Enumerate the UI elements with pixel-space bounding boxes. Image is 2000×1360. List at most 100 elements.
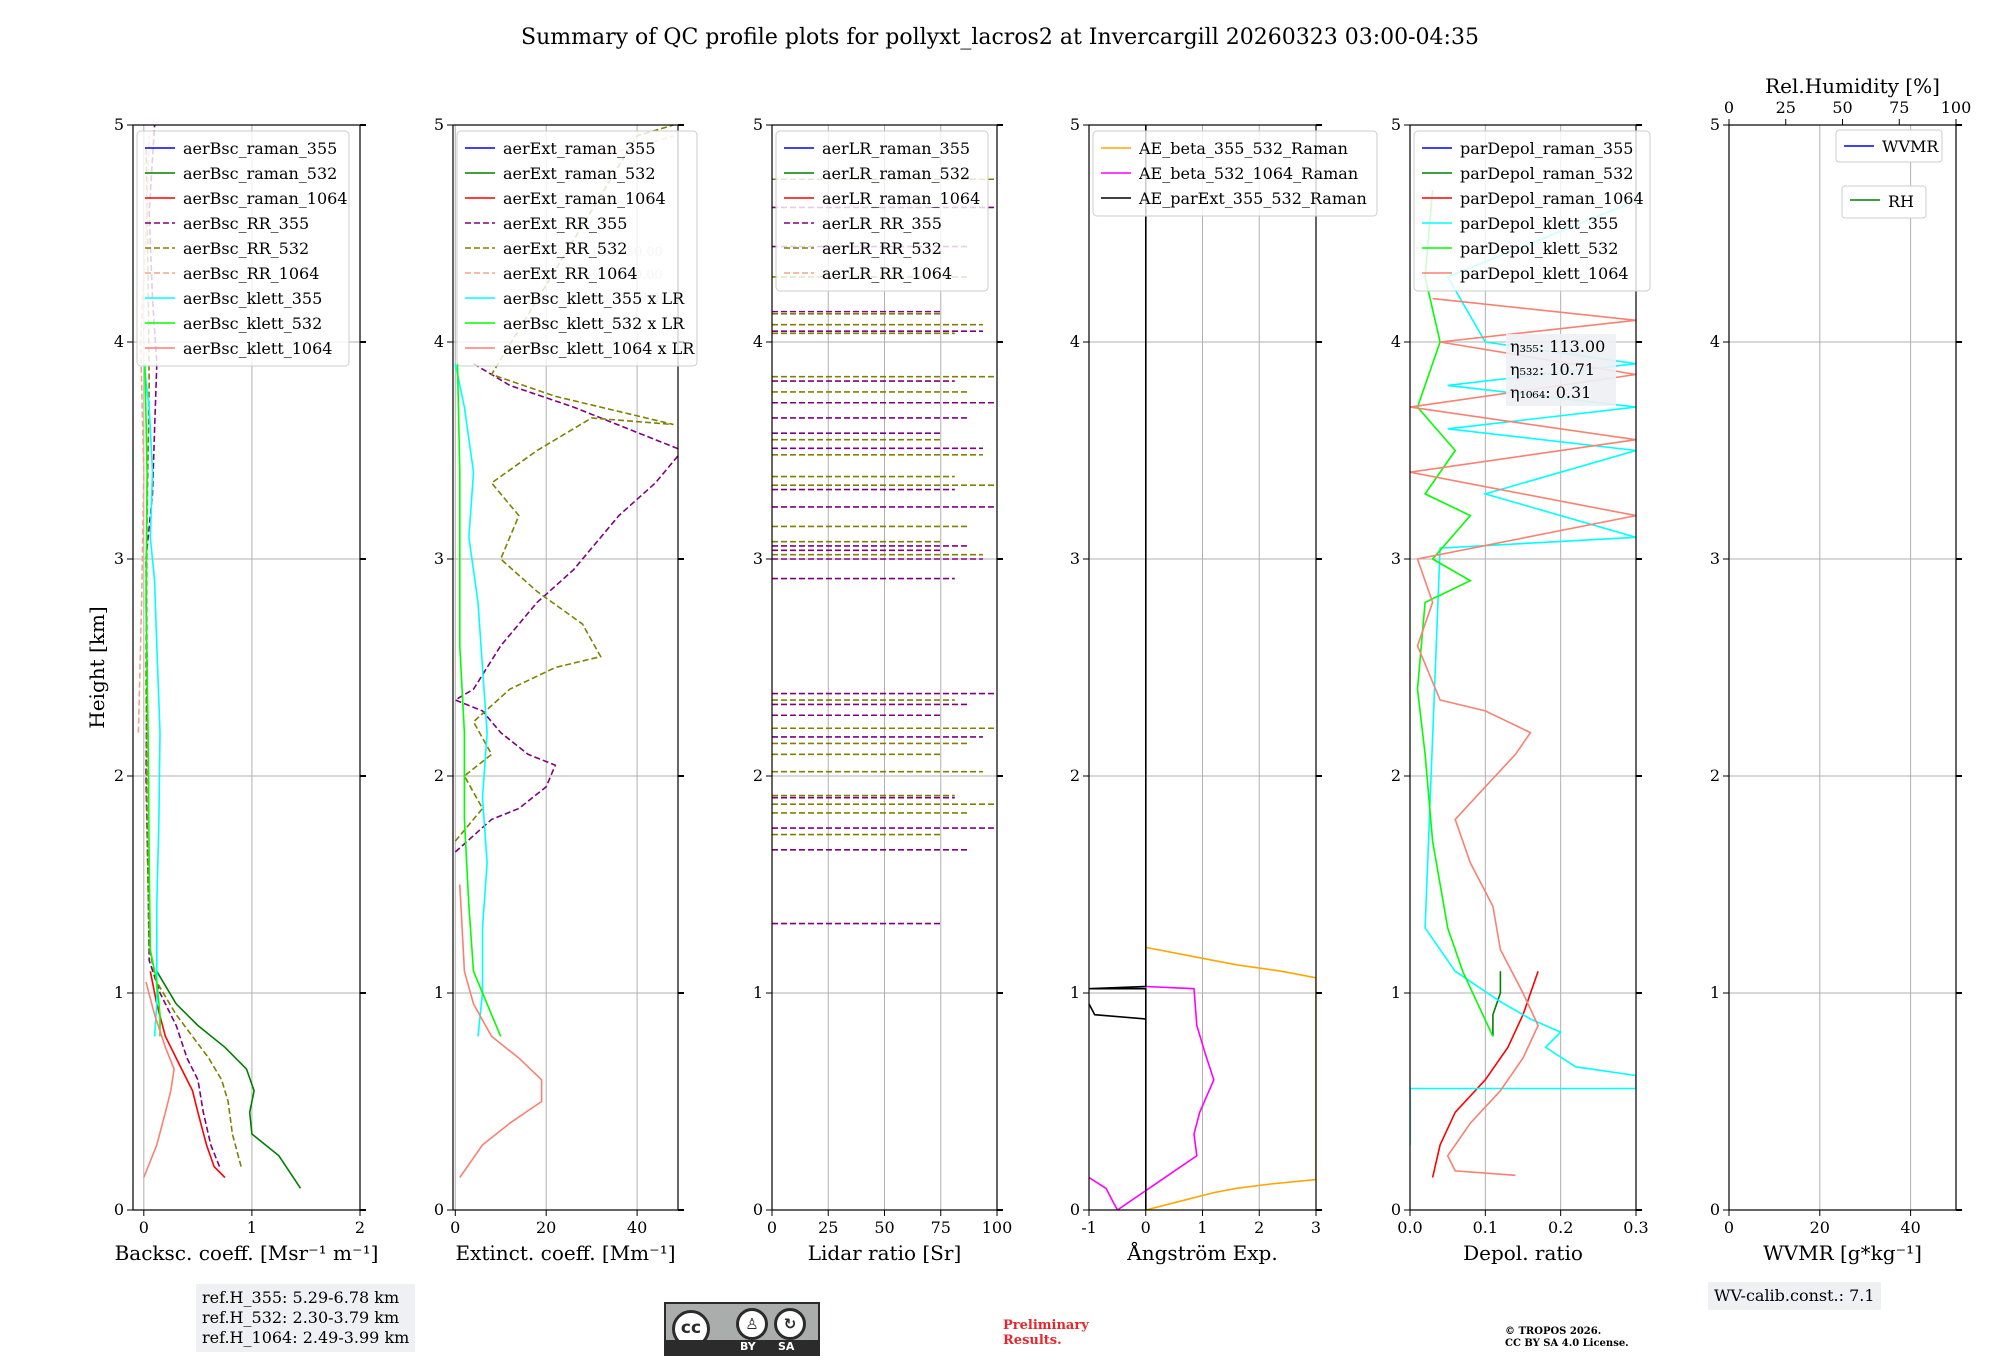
y-tick-label: 4 (114, 332, 124, 351)
legend-label: aerBsc_klett_355 (183, 289, 322, 308)
series-aerBsc_klett_1064 (143, 981, 175, 1178)
legend-label: aerBsc_RR_532 (183, 239, 309, 258)
y-tick-label: 5 (1710, 115, 1720, 134)
x-tick-label: 20 (536, 1218, 556, 1237)
legend: aerLR_raman_355 aerLR_raman_532 aerLR_rama… (775, 130, 989, 292)
legend-label: aerLR_raman_532 (822, 164, 970, 183)
annotation-text: η₁₀₆₄: 0.31 (1510, 383, 1591, 402)
copyright-note: © TROPOS 2026. CC BY SA 4.0 License. (1505, 1326, 1629, 1349)
legend-label: aerExt_RR_1064 (503, 264, 638, 283)
top-x-axis-label: Rel.Humidity [%] (1765, 74, 1940, 98)
x-axis-label: Depol. ratio (1463, 1241, 1583, 1265)
cc-license-badge: cc ♙ ↻ BY SA (664, 1302, 820, 1356)
license-bar: BY SA (666, 1340, 818, 1354)
legend: parDepol_raman_355 parDepol_raman_532 parD… (1413, 130, 1651, 292)
legend-label: parDepol_klett_1064 (1460, 264, 1629, 283)
x-tick-label: 3 (1311, 1218, 1321, 1237)
legend-label: aerBsc_klett_532 x LR (503, 314, 685, 333)
x-tick-label: 0 (1141, 1218, 1151, 1237)
top-x-tick-label: 100 (1941, 98, 1972, 117)
legend-label: aerBsc_raman_355 (183, 139, 337, 158)
x-tick-label: 0.1 (1473, 1218, 1498, 1237)
y-tick-label: 4 (1710, 332, 1720, 351)
legend-label: aerLR_raman_355 (822, 139, 970, 158)
y-tick-label: 3 (753, 549, 763, 568)
ref-height-1064: ref.H_1064: 2.49-3.99 km (202, 1328, 410, 1347)
series-AE_beta_355_532_Raman (1145, 946, 1316, 1210)
y-tick-label: 3 (1710, 549, 1720, 568)
legend-label: aerLR_RR_1064 (822, 264, 952, 283)
annotation-text: η₃₅₅: 113.00 (1510, 337, 1605, 356)
panel-wvmr: 0 20 40 0 1 2 3 4 5 WVMR [g*kg⁻¹] 0 25 50 75 100Rel.Hu… (1710, 74, 1971, 1265)
y-tick-label: 2 (753, 766, 763, 785)
y-tick-label: 4 (434, 332, 444, 351)
x-tick-label: 0 (139, 1218, 149, 1237)
x-axis-label: Extinct. coeff. [Mm⁻¹] (455, 1241, 675, 1265)
y-tick-label: 3 (1391, 549, 1401, 568)
y-tick-label: 0 (114, 1200, 124, 1219)
y-tick-label: 0 (753, 1200, 763, 1219)
x-tick-label: 1 (247, 1218, 257, 1237)
y-tick-label: 4 (1391, 332, 1401, 351)
y-tick-label: 1 (1391, 983, 1401, 1002)
series-aerBsc_klett_355 x LR (454, 363, 488, 1037)
y-tick-label: 0 (1391, 1200, 1401, 1219)
top-x-tick-label: 25 (1776, 98, 1796, 117)
x-tick-label: -1 (1081, 1218, 1097, 1237)
series-aerBsc_klett_532 x LR (456, 363, 502, 1037)
y-tick-label: 2 (434, 766, 444, 785)
y-tick-label: 4 (1070, 332, 1080, 351)
x-tick-label: 0 (767, 1218, 777, 1237)
legend: aerExt_raman_355 aerExt_raman_532 aerExt_r… (456, 130, 698, 367)
legend-label: RH (1888, 192, 1914, 211)
legend-label: AE_beta_355_532_Raman (1138, 139, 1348, 158)
series-aerBsc_klett_355 (143, 363, 161, 1037)
legend-label: aerBsc_klett_355 x LR (503, 289, 685, 308)
x-axis-label: Lidar ratio [Sr] (808, 1241, 962, 1265)
legend-label: aerExt_RR_355 (503, 214, 627, 233)
license-by: BY (740, 1340, 756, 1353)
y-tick-label: 2 (114, 766, 124, 785)
x-axis-label: Backsc. coeff. [Msr⁻¹ m⁻¹] (115, 1241, 379, 1265)
x-tick-label: 50 (874, 1218, 894, 1237)
legend-frame (456, 130, 698, 367)
legend-label: parDepol_klett_532 (1460, 239, 1618, 258)
legend-label: aerBsc_raman_1064 (183, 189, 348, 208)
series-aerBsc_raman_1064 (149, 971, 226, 1179)
preliminary-results-note: Preliminary Results. (1003, 1318, 1089, 1348)
series-parDepol_raman_532 (1492, 971, 1502, 1037)
legend-label: aerBsc_raman_532 (183, 164, 337, 183)
x-axis-label: WVMR [g*kg⁻¹] (1763, 1241, 1922, 1265)
legend: WVMR RH (1835, 129, 1943, 219)
legend-label: aerExt_RR_532 (503, 239, 627, 258)
ref-height-532: ref.H_532: 2.30-3.79 km (202, 1308, 400, 1327)
y-tick-label: 5 (1070, 115, 1080, 134)
x-tick-label: 75 (931, 1218, 951, 1237)
y-tick-label: 3 (114, 549, 124, 568)
axes-frame (132, 124, 361, 1211)
legend-label: AE_parExt_355_532_Raman (1138, 189, 1367, 208)
x-tick-label: 2 (355, 1218, 365, 1237)
legend-frame (1092, 130, 1378, 217)
legend-frame (1841, 185, 1927, 219)
legend-label: aerBsc_klett_1064 x LR (503, 339, 695, 358)
x-tick-label: 0.2 (1548, 1218, 1573, 1237)
panel-backscatter: 0 1 2 0 1 2 3 4 5 Backsc. coeff. [Msr⁻¹ m⁻¹] Heigh… (85, 115, 378, 1265)
series-parDepol_klett_532 (1416, 190, 1494, 1037)
y-tick-label: 0 (1710, 1200, 1720, 1219)
annotation-box (1506, 334, 1616, 406)
legend-label: WVMR (1882, 137, 1939, 156)
series-aerExt_RR_355 (453, 363, 678, 853)
legend-label: aerLR_RR_532 (822, 239, 942, 258)
legend: AE_beta_355_532_Raman AE_beta_532_1064_Ra… (1092, 130, 1378, 217)
series-group (453, 125, 678, 1178)
legend-frame (1835, 129, 1943, 163)
legend-label: aerExt_raman_1064 (503, 189, 666, 208)
axes-frame (1728, 124, 1957, 1211)
legend-label: aerLR_raman_1064 (822, 189, 980, 208)
legend: aerBsc_raman_355 aerBsc_raman_532 aerBsc_r… (136, 130, 350, 367)
legend-label: aerBsc_klett_1064 (183, 339, 332, 358)
legend-label: parDepol_raman_532 (1460, 164, 1633, 183)
